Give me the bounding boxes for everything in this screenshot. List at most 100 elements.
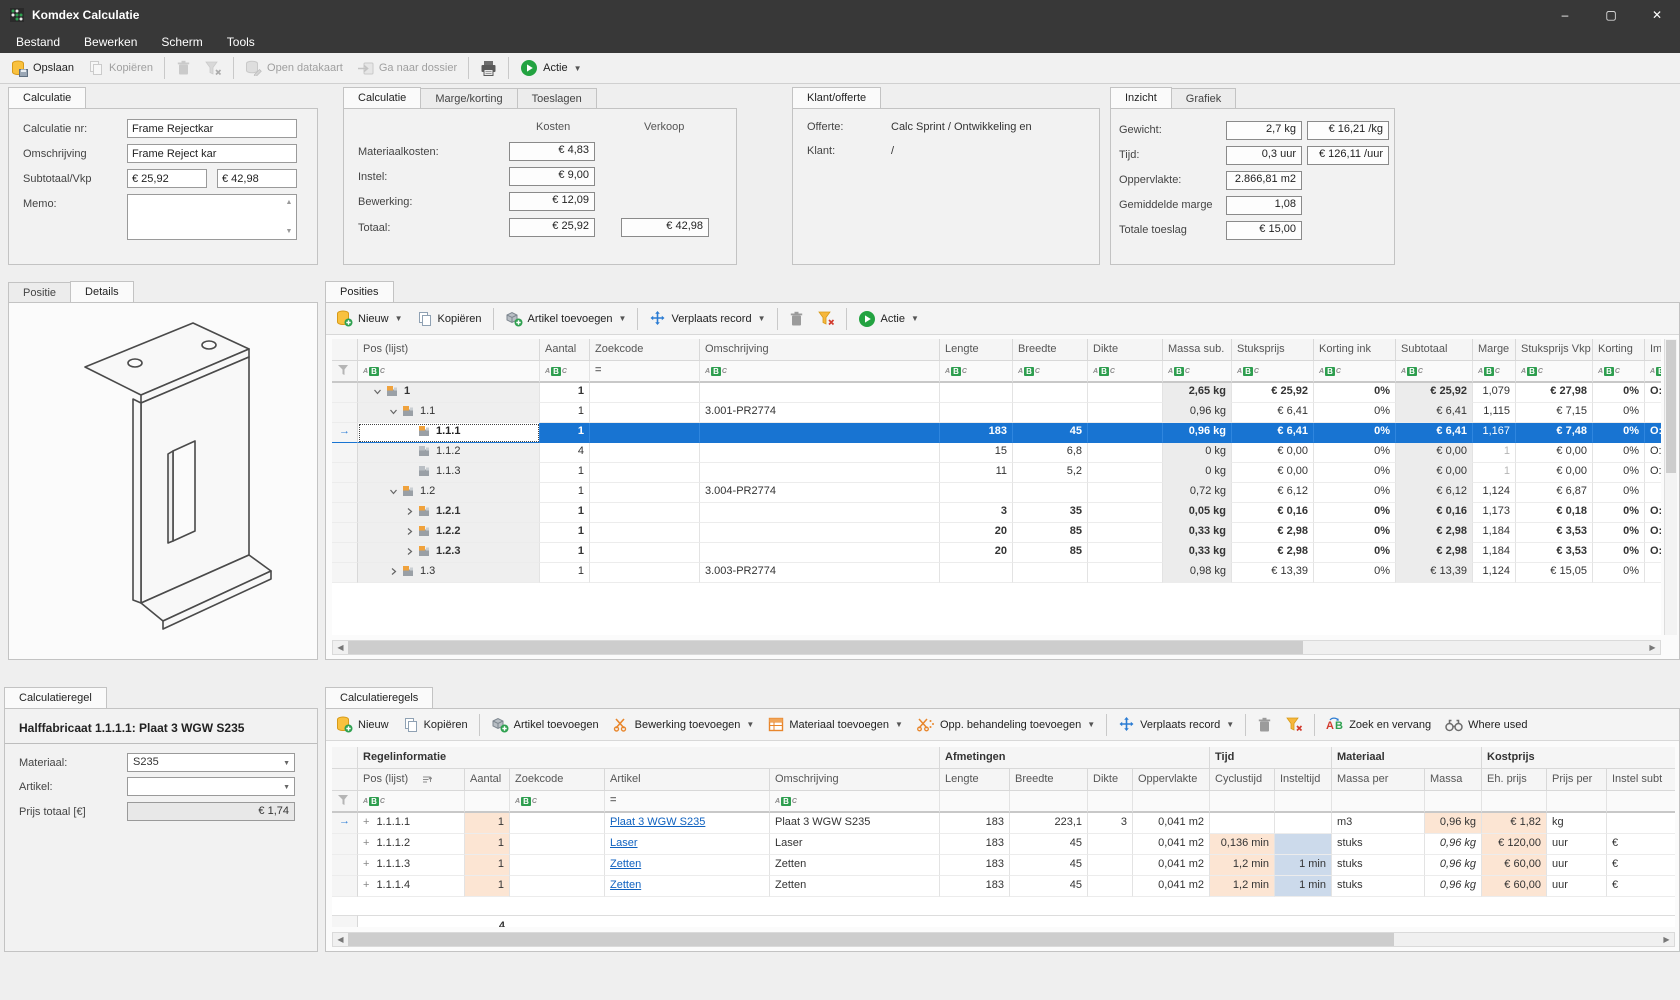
text-filter-icon[interactable]: ABC xyxy=(1650,367,1661,376)
grid-cell[interactable]: € 2,98 xyxy=(1232,523,1314,543)
grid-cell[interactable] xyxy=(510,876,605,897)
grid-cell[interactable]: € 120,00 xyxy=(1482,834,1547,855)
subtotaal-input[interactable] xyxy=(127,169,207,188)
filter-cell[interactable] xyxy=(1133,791,1210,813)
column-header-stuksprijs[interactable]: Stuksprijs xyxy=(1232,339,1314,361)
grid-cell[interactable]: 0,05 kg xyxy=(1163,503,1232,523)
column-header-prijs-per[interactable]: Prijs per xyxy=(1547,769,1607,791)
grid-cell[interactable]: 0,72 kg xyxy=(1163,483,1232,503)
grid-cell[interactable] xyxy=(940,403,1013,423)
dropdown-arrow-icon[interactable]: ▼ xyxy=(895,720,903,729)
filter-cell[interactable] xyxy=(1275,791,1332,813)
grid-cell[interactable]: € 6,12 xyxy=(1396,483,1473,503)
grid-cell[interactable]: O: xyxy=(1645,423,1661,443)
dropdown-arrow-icon[interactable]: ▼ xyxy=(757,314,766,323)
grid-cell[interactable]: O: xyxy=(1645,523,1661,543)
grid-cell[interactable]: 0% xyxy=(1314,383,1396,403)
tab-marge-korting[interactable]: Marge/korting xyxy=(420,88,518,108)
grid-cell[interactable]: 1 xyxy=(465,876,510,897)
menu-tools[interactable]: Tools xyxy=(226,34,255,49)
grid-cell[interactable]: 0 kg xyxy=(1163,443,1232,463)
grid-cell[interactable]: 0,96 kg xyxy=(1163,403,1232,423)
grid-cell[interactable]: 0% xyxy=(1593,543,1645,563)
artikel-link[interactable]: Zetten xyxy=(610,858,642,870)
grid-cell[interactable]: 0% xyxy=(1593,563,1645,583)
grid-cell[interactable] xyxy=(1210,813,1275,834)
regels-row-1.1.1.1[interactable]: → +1.1.1.1 1 Plaat 3 WGW S235 Plaat 3 WGW S2… xyxy=(332,813,1675,834)
tab-kosten-calculatie[interactable]: Calculatie xyxy=(343,87,422,108)
dropdown-arrow-icon[interactable]: ▼ xyxy=(573,63,582,73)
grid-cell[interactable] xyxy=(590,563,700,583)
grid-cell[interactable]: 1 xyxy=(540,563,590,583)
grid-cell[interactable]: € 60,00 xyxy=(1482,855,1547,876)
expand-icon[interactable] xyxy=(405,527,414,536)
pos-cell[interactable]: 1.1.1 xyxy=(358,423,540,443)
column-header-massa-per[interactable]: Massa per xyxy=(1332,769,1425,791)
dropdown-arrow-icon[interactable]: ▼ xyxy=(394,314,403,323)
column-header-stuksprijs-vkp[interactable]: Stuksprijs Vkp xyxy=(1516,339,1593,361)
nieuw-button[interactable]: Nieuw ▼ xyxy=(329,306,410,332)
grid-cell[interactable]: 0,98 kg xyxy=(1163,563,1232,583)
grid-cell[interactable]: 45 xyxy=(1010,834,1088,855)
grid-cell[interactable]: € 0,00 xyxy=(1516,463,1593,483)
grid-cell[interactable]: 183 xyxy=(940,876,1010,897)
tab-details[interactable]: Details xyxy=(70,281,134,302)
materiaal-toevoegen-button[interactable]: Materiaal toevoegen ▼ xyxy=(761,712,910,738)
grid-cell[interactable]: 0% xyxy=(1314,503,1396,523)
column-header-lengte[interactable]: Lengte xyxy=(940,769,1010,791)
grid-cell[interactable] xyxy=(590,543,700,563)
posities-row-1.1[interactable]: 1.1 1 3.001-PR2774 0,96 kg € 6,41 0% € 6,41 1,1… xyxy=(332,403,1661,423)
grid-cell[interactable] xyxy=(1013,563,1088,583)
omschrijving-input[interactable] xyxy=(127,144,297,163)
grid-cell[interactable]: 5,2 xyxy=(1013,463,1088,483)
grid-cell[interactable]: 45 xyxy=(1013,423,1088,443)
grid-cell[interactable]: 1,184 xyxy=(1473,523,1516,543)
regels-hscrollbar[interactable]: ◀ ▶ xyxy=(332,932,1675,947)
grid-cell[interactable]: 0,136 min xyxy=(1210,834,1275,855)
grid-cell[interactable]: O: xyxy=(1645,443,1661,463)
posities-row-1.2.3[interactable]: 1.2.3 1 20 85 0,33 kg € 2,98 0% € 2,98 1,184 € 3,… xyxy=(332,543,1661,563)
grid-cell[interactable]: O: xyxy=(1645,503,1661,523)
column-header-breedte[interactable]: Breedte xyxy=(1010,769,1088,791)
artikel-link[interactable]: Laser xyxy=(610,837,638,849)
grid-cell[interactable]: € 0,18 xyxy=(1516,503,1593,523)
pos-cell[interactable]: 1.2.2 xyxy=(358,523,540,543)
posities-row-1.2[interactable]: 1.2 1 3.004-PR2774 0,72 kg € 6,12 0% € 6,12 1,1… xyxy=(332,483,1661,503)
tab-inzicht[interactable]: Inzicht xyxy=(1110,87,1172,108)
filter-cell[interactable] xyxy=(1088,791,1133,813)
grid-cell[interactable]: € 2,98 xyxy=(1396,523,1473,543)
equals-filter-icon[interactable]: = xyxy=(595,364,602,376)
grid-cell[interactable]: 0% xyxy=(1593,383,1645,403)
expand-plus-icon[interactable]: + xyxy=(363,858,370,870)
grid-cell[interactable]: 0% xyxy=(1314,423,1396,443)
artikel-link[interactable]: Plaat 3 WGW S235 xyxy=(610,816,706,828)
grid-cell[interactable]: uur xyxy=(1547,876,1607,897)
grid-cell[interactable]: 45 xyxy=(1010,876,1088,897)
actie-button[interactable]: Actie ▼ xyxy=(851,306,926,332)
expand-icon[interactable] xyxy=(405,547,414,556)
filterx-button[interactable] xyxy=(1279,712,1310,738)
grid-cell[interactable] xyxy=(700,543,940,563)
memo-scroll-down-icon[interactable]: ▼ xyxy=(285,228,293,235)
scroll-left-icon[interactable]: ◀ xyxy=(337,935,344,944)
grid-cell[interactable]: € 0,16 xyxy=(1232,503,1314,523)
grid-cell[interactable]: 6,8 xyxy=(1013,443,1088,463)
scroll-right-icon[interactable]: ▶ xyxy=(1649,643,1656,652)
grid-cell[interactable]: 15 xyxy=(940,443,1013,463)
grid-cell[interactable]: € 25,92 xyxy=(1232,383,1314,403)
grid-cell[interactable]: 1 xyxy=(1473,443,1516,463)
grid-cell[interactable]: 0% xyxy=(1314,463,1396,483)
posities-row-1.1.2[interactable]: 1.1.2 4 15 6,8 0 kg € 0,00 0% € 0,00 1 € 0,00 0% O: xyxy=(332,443,1661,463)
grid-cell[interactable]: € 0,00 xyxy=(1232,463,1314,483)
dropdown-arrow-icon[interactable]: ▼ xyxy=(1226,720,1235,729)
grid-cell[interactable] xyxy=(510,813,605,834)
grid-cell[interactable]: 1 xyxy=(540,463,590,483)
grid-cell[interactable]: 20 xyxy=(940,523,1013,543)
grid-cell[interactable]: € 25,92 xyxy=(1396,383,1473,403)
grid-cell[interactable]: € 15,05 xyxy=(1516,563,1593,583)
